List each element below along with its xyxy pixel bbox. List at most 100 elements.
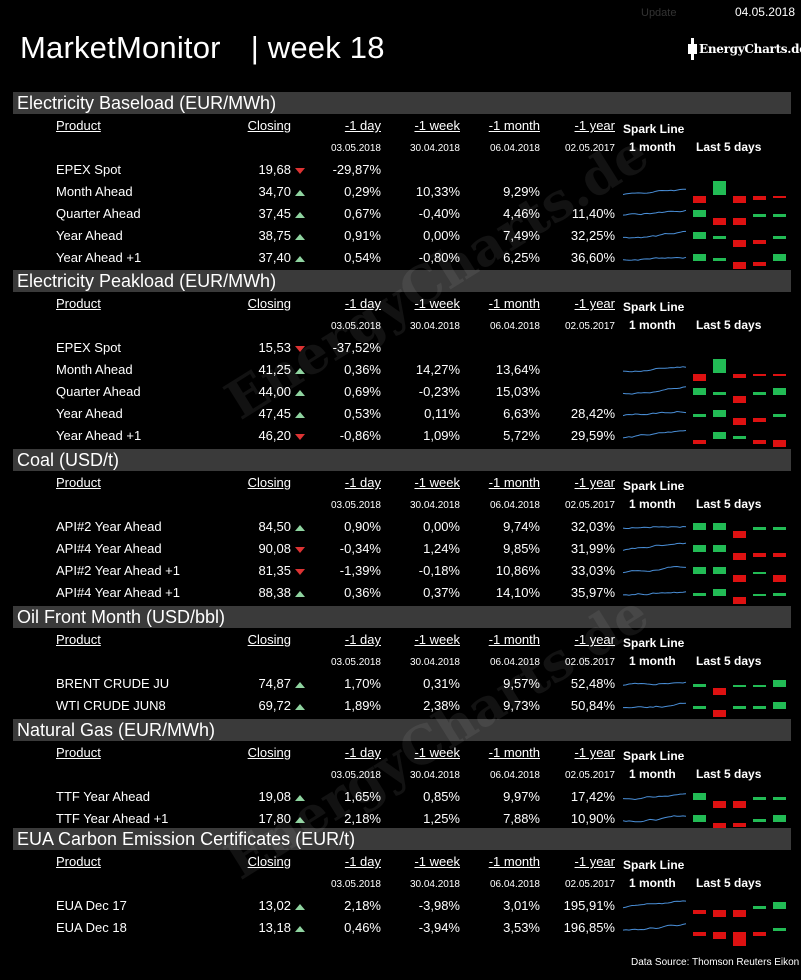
bar-down <box>713 823 726 830</box>
table-row[interactable]: Quarter Ahead 37,45 0,67% -0,40% 4,46% 11,40% <box>13 206 791 228</box>
bar-up <box>713 589 726 596</box>
bar-up <box>773 213 786 217</box>
table-row[interactable]: EPEX Spot 15,53 -37,52% <box>13 340 791 362</box>
table-row[interactable]: Month Ahead 41,25 0,36% 14,27% 13,64% <box>13 359 791 384</box>
table-row[interactable]: Year Ahead +1 37,40 0,54% -0,80% 6,25% 36,60% <box>13 250 791 272</box>
change-1month: 4,46% <box>503 206 540 221</box>
sparkline-path <box>623 702 687 709</box>
col-1day: -1 day <box>344 296 381 311</box>
bar-up <box>753 391 766 395</box>
table-row[interactable]: BRENT CRUDE JU 74,87 1,70% 0,31% 9,57% 52,48% <box>13 676 791 698</box>
last5-bars <box>688 541 788 563</box>
sparkline <box>623 256 687 261</box>
table-row[interactable]: EUA Dec 18 13,18 0,46% -3,94% 3,53% 196,85% <box>13 920 791 946</box>
candlestick-icon <box>688 38 697 60</box>
sparkline-path <box>623 591 687 596</box>
change-1year: 32,03% <box>570 519 615 534</box>
table-row[interactable]: WTI CRUDE JUN8 69,72 1,89% 2,38% 9,73% 50,84% <box>13 698 791 720</box>
sparkline-path <box>623 188 686 195</box>
table-row[interactable]: EUA Dec 17 13,02 2,18% -3,98% 3,01% 195,91% <box>13 898 791 920</box>
ref-date: 02.05.2017 <box>564 321 615 332</box>
bar-up <box>773 388 786 395</box>
change-1day: 1,65% <box>344 789 381 804</box>
closing-value: 84,50 <box>258 519 291 534</box>
change-1week: -0,80% <box>418 250 460 265</box>
change-1year: 52,48% <box>570 676 615 691</box>
bar-up <box>693 388 706 395</box>
ref-date: 03.05.2018 <box>330 657 381 668</box>
sparkline-path <box>623 793 687 801</box>
col-product: Product <box>56 854 101 869</box>
col-1month: -1 month <box>488 296 540 311</box>
market-section: Oil Front Month (USD/bbl) Product Closing -… <box>13 606 791 717</box>
table-row[interactable]: API#4 Year Ahead +1 88,38 0,36% 0,37% 14,10%… <box>13 585 791 607</box>
bar-down <box>753 374 766 377</box>
trend-up-icon <box>295 795 305 801</box>
trend-up-icon <box>295 412 305 418</box>
week-label: | week 18 <box>250 30 385 65</box>
trend-up-icon <box>295 926 305 932</box>
last5-bars <box>688 250 788 272</box>
trend-up-icon <box>295 212 305 218</box>
bar-down <box>753 553 766 557</box>
sparkline <box>623 793 687 801</box>
last5-bars <box>688 920 788 946</box>
energycharts-logo[interactable]: EnergyCharts.de <box>688 36 801 62</box>
col-1month: -1 month <box>488 632 540 647</box>
col-spark-line: Spark Line <box>623 636 685 650</box>
section-title: Electricity Baseload (EUR/MWh) <box>13 92 791 114</box>
trend-up-icon <box>295 190 305 196</box>
change-1month: 9,29% <box>503 184 540 199</box>
sparkline <box>623 525 687 529</box>
table-row[interactable]: Year Ahead 47,45 0,53% 0,11% 6,63% 28,42% <box>13 406 791 428</box>
col-1month: -1 month <box>488 118 540 133</box>
trend-up-icon <box>295 591 305 597</box>
table-row[interactable]: EPEX Spot 19,68 -29,87% <box>13 162 791 184</box>
change-1day: 0,36% <box>344 585 381 600</box>
ref-date: 30.04.2018 <box>409 143 460 154</box>
table-row[interactable]: API#2 Year Ahead 84,50 0,90% 0,00% 9,74% 32,0… <box>13 519 791 541</box>
change-1year: 11,40% <box>571 206 615 221</box>
bar-down <box>733 823 746 827</box>
bar-down <box>713 710 726 717</box>
bar-up <box>693 705 706 709</box>
column-header-row: Product Closing -1 day -1 week -1 month -1 ye… <box>13 475 791 497</box>
change-1month: 6,63% <box>503 406 540 421</box>
sparkline <box>623 188 686 195</box>
last5-bars <box>688 585 788 607</box>
table-row[interactable]: Quarter Ahead 44,00 0,69% -0,23% 15,03% <box>13 384 791 406</box>
col-closing: Closing <box>247 854 291 869</box>
bar-up <box>753 593 766 596</box>
bar-up <box>773 254 786 261</box>
change-1year: 28,42% <box>570 406 615 421</box>
ref-date: 02.05.2017 <box>564 143 615 154</box>
closing-value: 17,80 <box>258 811 291 826</box>
bar-down <box>693 910 706 914</box>
col-1day: -1 day <box>344 475 381 490</box>
ref-date: 06.04.2018 <box>489 321 540 332</box>
bar-down <box>693 932 706 936</box>
col-1year: -1 year <box>574 475 615 490</box>
table-row[interactable]: Year Ahead 38,75 0,91% 0,00% 7,49% 32,25% <box>13 228 791 250</box>
product-name: API#2 Year Ahead <box>56 519 162 534</box>
bar-up <box>713 432 726 439</box>
change-1week: 2,38% <box>423 698 460 713</box>
table-row[interactable]: API#4 Year Ahead 90,08 -0,34% 1,24% 9,85% 31,… <box>13 541 791 563</box>
change-1year: 196,85% <box>563 920 615 935</box>
col-1week: -1 week <box>414 296 460 311</box>
bar-down <box>733 196 746 203</box>
change-1month: 9,57% <box>503 676 540 691</box>
col-closing: Closing <box>247 296 291 311</box>
table-row[interactable]: API#2 Year Ahead +1 81,35 -1,39% -0,18% 10,8… <box>13 563 791 585</box>
table-row[interactable]: TTF Year Ahead +1 17,80 2,18% 1,25% 7,88% 10,… <box>13 811 791 833</box>
table-row[interactable]: Month Ahead 34,70 0,29% 10,33% 9,29% <box>13 181 791 206</box>
table-row[interactable]: Year Ahead +1 46,20 -0,86% 1,09% 5,72% 29,59% <box>13 428 791 450</box>
bar-down <box>733 553 746 560</box>
bar-up <box>693 210 706 217</box>
sparkline-path <box>623 815 687 823</box>
table-row[interactable]: TTF Year Ahead 19,08 1,65% 0,85% 9,97% 17,42% <box>13 789 791 811</box>
last5-header: Last 5 days <box>696 497 762 511</box>
sparkline-path <box>623 410 687 417</box>
closing-value: 41,25 <box>258 362 291 377</box>
sparkline <box>623 815 687 823</box>
